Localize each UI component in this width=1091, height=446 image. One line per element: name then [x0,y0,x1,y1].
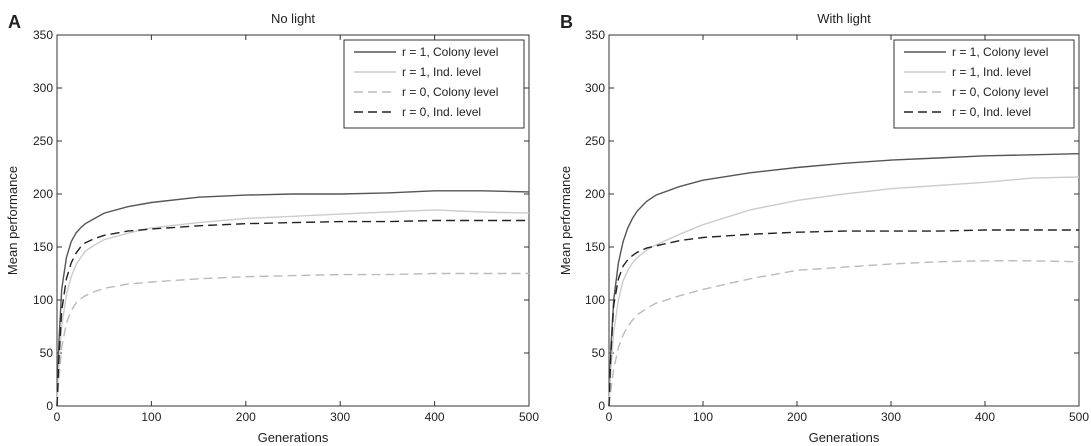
legend: r = 1, Colony level r = 1, Ind. level r = … [343,39,525,129]
x-tick-label: 0 [54,410,61,424]
y-tick-label: 350 [585,28,605,42]
x-tick-label: 400 [975,410,995,424]
x-tick-label: 300 [330,410,350,424]
series-line [608,260,1080,407]
y-tick-label: 200 [33,187,53,201]
y-tick-label: 300 [33,81,53,95]
series-line [56,272,529,407]
y-tick-label: 250 [585,134,605,148]
plot-area [608,34,1080,407]
y-tick-label: 200 [585,187,605,201]
x-tick-label: 200 [787,410,807,424]
series-line [608,153,1080,407]
legend-box [343,39,525,129]
y-tick-label: 100 [585,293,605,307]
legend-entry: r = 0, Colony level [402,85,498,99]
series-line [608,229,1079,407]
chart-title: No light [271,11,315,26]
x-tick-label: 100 [141,410,161,424]
series-line [56,219,529,407]
legend: r = 1, Colony level r = 1, Ind. level r = … [893,39,1075,129]
y-tick-label: 150 [585,240,605,254]
y-tick-label: 0 [598,399,605,413]
legend-entry: r = 0, Ind. level [952,105,1031,119]
y-tick-label: 100 [33,293,53,307]
x-tick-label: 400 [425,410,445,424]
y-tick-label: 300 [585,81,605,95]
legend-entry: r = 1, Colony level [952,45,1048,59]
x-tick-label: 0 [606,410,613,424]
series-line [608,176,1080,407]
chart-title: With light [817,11,871,26]
x-tick-label: 300 [881,410,901,424]
legend-entry: r = 1, Colony level [402,45,498,59]
y-tick-label: 350 [33,28,53,42]
x-axis-label: Generations [809,430,880,445]
legend-entry: r = 1, Ind. level [402,65,481,79]
x-tick-label: 200 [236,410,256,424]
panel-letter: B [560,12,573,32]
legend-entry: r = 1, Ind. level [952,65,1031,79]
plot-area [56,34,530,407]
y-tick-label: 250 [33,134,53,148]
x-tick-label: 500 [1069,410,1089,424]
y-tick-label: 50 [592,346,606,360]
panel-a: A No light 0 50 100 150 200 250 300 350 0 100 200 300… [5,11,539,445]
legend-box [893,39,1075,129]
y-axis-label: Mean performance [5,166,20,275]
x-tick-label: 500 [519,410,539,424]
panel-letter: A [8,12,21,32]
panel-b: B With light 0 50 100 150 200 250 300 350 0 100 200 3… [558,11,1089,445]
legend-entry: r = 0, Colony level [952,85,1048,99]
x-axis-label: Generations [258,430,329,445]
series-line [56,209,530,407]
y-tick-label: 50 [40,346,54,360]
y-axis-label: Mean performance [558,166,573,275]
y-tick-label: 0 [46,399,53,413]
y-tick-label: 150 [33,240,53,254]
legend-entry: r = 0, Ind. level [402,105,481,119]
x-tick-label: 100 [693,410,713,424]
series-line [56,190,530,407]
